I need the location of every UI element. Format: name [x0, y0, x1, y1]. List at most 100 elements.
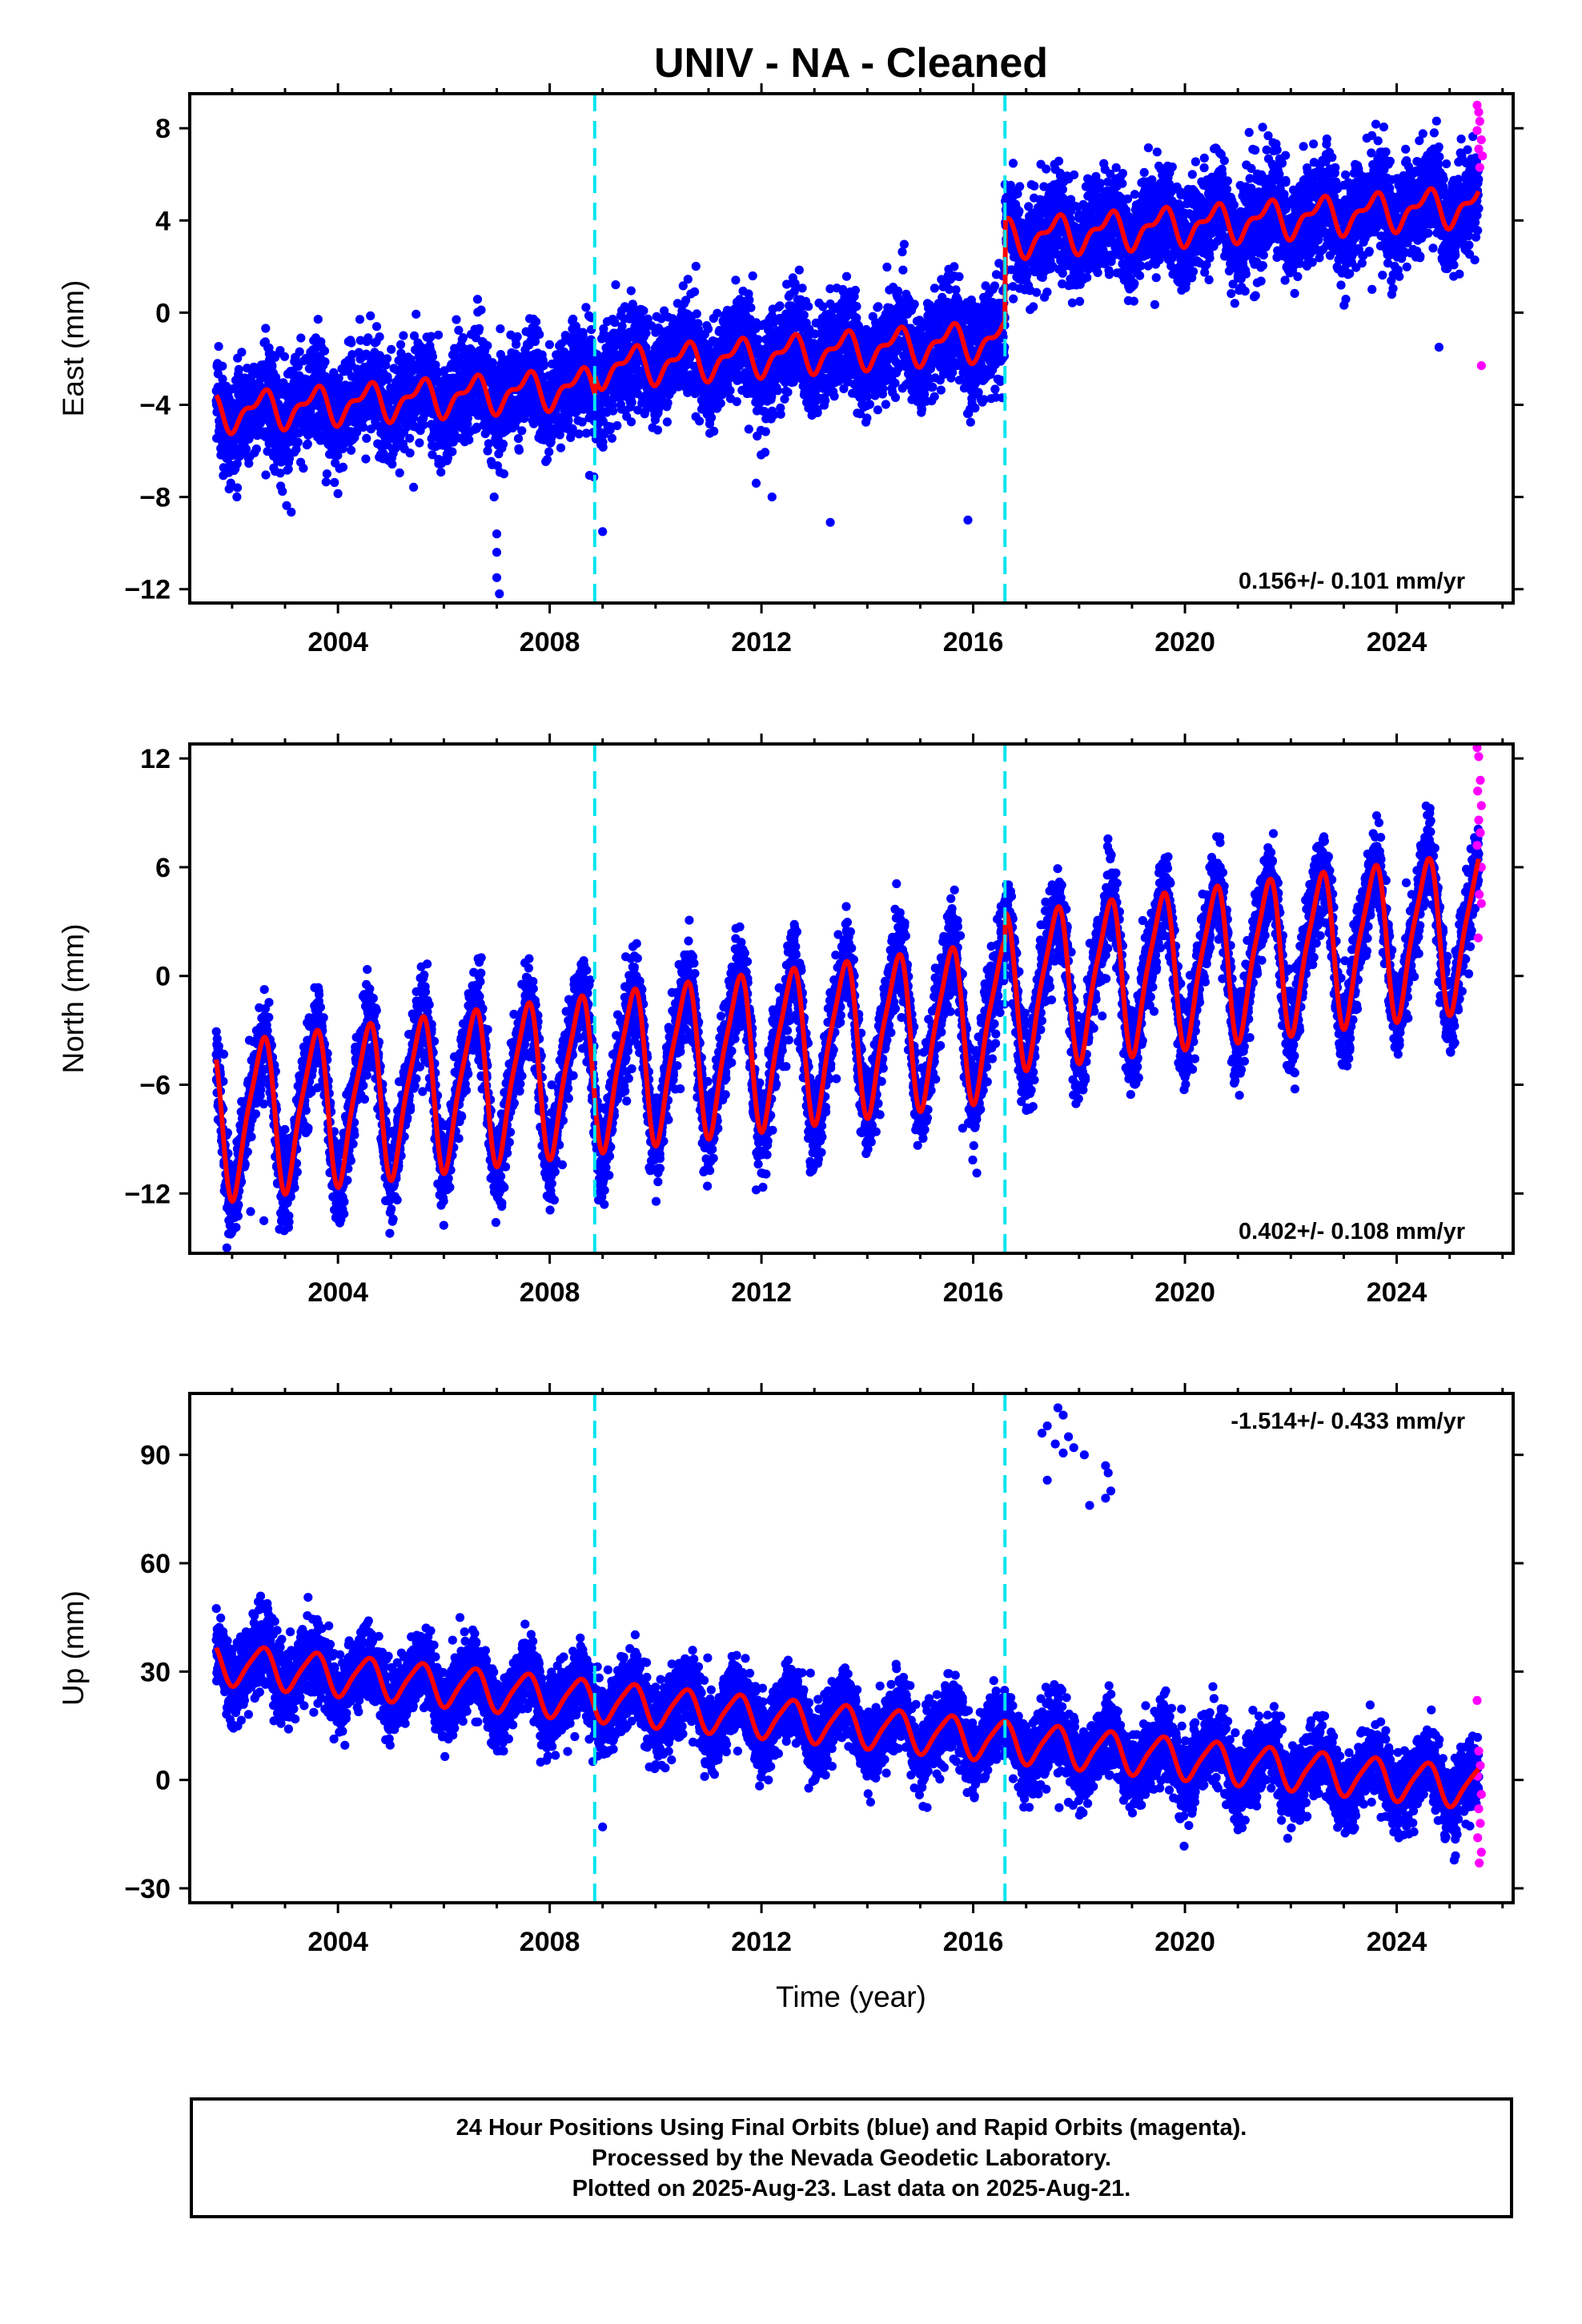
data-point: [361, 454, 371, 464]
data-point: [598, 442, 608, 452]
data-point: [544, 447, 554, 456]
data-point: [725, 386, 735, 396]
data-point: [890, 392, 901, 402]
data-point: [512, 332, 522, 341]
data-point: [261, 470, 271, 480]
data-point: [387, 344, 396, 354]
data-point: [611, 280, 620, 290]
data-point: [214, 342, 223, 352]
data-point: [405, 433, 415, 443]
data-point: [275, 468, 285, 478]
data-point: [865, 400, 875, 409]
data-point: [333, 489, 343, 499]
data-point: [333, 451, 343, 460]
data-point: [366, 311, 375, 320]
data-point: [237, 348, 247, 357]
data-point: [578, 331, 588, 340]
data-point: [476, 305, 486, 315]
data-point: [448, 447, 457, 456]
data-point: [783, 388, 793, 397]
data-point: [382, 354, 392, 364]
data-point: [652, 425, 663, 435]
data-point: [405, 448, 415, 458]
data-point: [773, 386, 783, 396]
data-point: [282, 501, 291, 510]
data-point: [330, 477, 339, 488]
data-point: [395, 468, 404, 478]
data-point: [852, 302, 861, 312]
data-point: [299, 464, 308, 473]
data-point: [709, 426, 719, 436]
data-point: [408, 482, 419, 493]
data-point: [303, 439, 312, 449]
data-point: [535, 330, 544, 340]
data-point: [731, 275, 741, 285]
data-point: [275, 346, 285, 356]
data-point: [320, 357, 330, 367]
data-point: [295, 347, 304, 356]
data-point: [513, 434, 524, 444]
data-point: [893, 286, 903, 296]
data-point: [232, 492, 242, 502]
data-point: [607, 433, 617, 443]
data-point: [761, 448, 770, 457]
data-point: [909, 300, 919, 309]
data-point: [683, 275, 693, 284]
data-point: [514, 445, 524, 455]
data-point: [296, 333, 306, 343]
data-point: [713, 308, 722, 318]
data-point: [799, 310, 809, 320]
data-point: [347, 338, 356, 348]
data-point: [419, 420, 428, 430]
data-point: [753, 335, 763, 344]
data-point: [556, 443, 566, 452]
data-point: [761, 427, 770, 436]
data-point: [745, 296, 754, 305]
data-point: [321, 477, 331, 487]
data-point: [917, 404, 927, 414]
data-point: [744, 424, 753, 434]
data-point: [882, 262, 892, 272]
data-point: [241, 444, 251, 454]
data-point: [483, 341, 492, 351]
data-point: [873, 405, 882, 415]
data-point: [850, 285, 860, 296]
data-point: [496, 324, 505, 334]
data-point: [261, 324, 271, 333]
data-point: [776, 409, 785, 419]
data-point: [322, 469, 331, 479]
data-point: [704, 324, 713, 334]
data-point: [355, 315, 365, 324]
data-point: [498, 440, 508, 449]
data-point: [898, 265, 908, 275]
data-point: [626, 417, 636, 427]
data-point: [873, 302, 883, 312]
data-point: [732, 396, 741, 407]
data-point: [748, 271, 757, 281]
data-point: [434, 330, 444, 340]
data-point: [464, 435, 474, 444]
data-point: [544, 340, 555, 349]
data-point: [897, 247, 907, 257]
data-point: [251, 444, 261, 454]
data-point: [517, 426, 527, 436]
data-point: [412, 309, 421, 319]
data-point: [371, 322, 382, 332]
data-point: [347, 350, 357, 360]
data-point: [222, 381, 231, 391]
data-point: [293, 361, 303, 371]
data-point: [232, 459, 242, 468]
data-point: [366, 424, 375, 434]
data-point: [347, 445, 356, 455]
data-point: [716, 399, 725, 408]
data-point: [930, 392, 939, 401]
data-point: [881, 400, 890, 409]
data-point: [383, 375, 392, 384]
data-point: [928, 382, 938, 392]
data-point: [284, 453, 295, 464]
data-point: [608, 406, 618, 416]
data-point: [794, 265, 804, 275]
data-point: [532, 317, 541, 327]
